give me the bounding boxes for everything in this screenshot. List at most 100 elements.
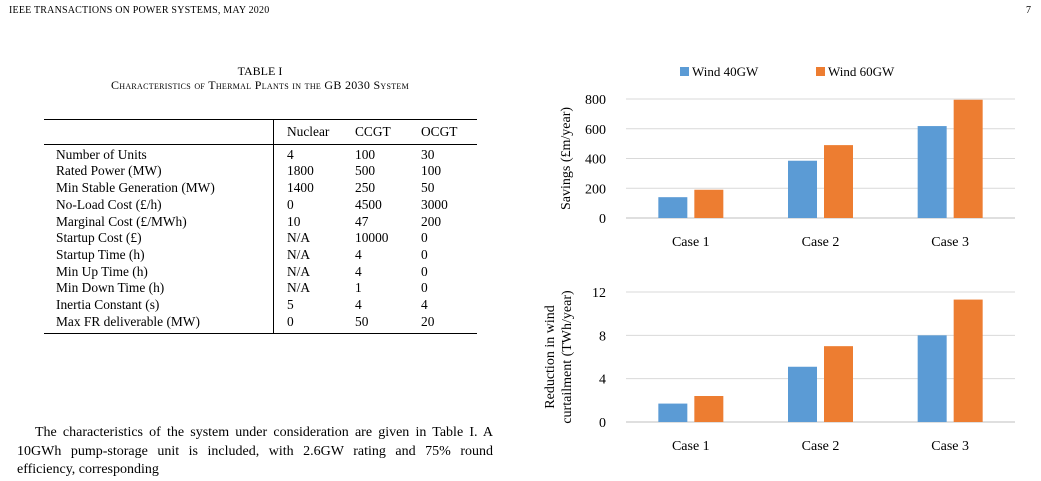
y-axis-label: curtailment (TWh/year) [560,290,575,424]
bar-charts-figure: 0 200 400 600 800 Case 1 Case 2 Case 3 Savings (… [543,64,1015,454]
y-tick-label: 12 [592,286,606,301]
row-label: Min Down Time (h) [56,280,165,296]
table-cell: 20 [421,313,477,335]
table-cell: 4 [421,297,428,313]
bar [824,145,853,218]
table-row: Min Down Time (h) N/A 1 0 [44,280,477,298]
bar [953,299,983,422]
table-cell: 0 [273,196,355,214]
legend-swatch [816,67,825,76]
row-label: Min Up Time (h) [56,263,148,279]
table-cell: 100 [421,163,442,179]
table-cell: 0 [273,313,355,335]
row-label: Marginal Cost (£/MWh) [56,213,187,229]
bar [694,189,724,218]
row-label: Number of Units [56,146,147,162]
row-label: Startup Cost (£) [56,230,142,246]
table-cell: 5 [273,297,355,314]
y-tick-label: 800 [585,93,606,108]
legend-swatch [680,67,689,76]
y-tick-label: 4 [599,373,606,388]
table-row: Marginal Cost (£/MWh) 10 47 200 [44,213,477,231]
table-cell: 10 [273,213,355,231]
y-tick-label: 0 [599,416,606,431]
table-cell: 4 [355,263,362,279]
legend-label: Wind 60GW [828,64,895,79]
table-cell: 250 [355,180,376,196]
y-axis-label: Savings (£m/year) [559,107,574,210]
table-row: Startup Time (h) N/A 4 0 [44,246,477,264]
table-cell: 4 [273,144,355,164]
table-row: Startup Cost (£) N/A 10000 0 [44,230,477,247]
table-cell: 50 [421,180,435,196]
bar [917,335,947,422]
category-label: Case 3 [931,235,969,250]
table-cell: 47 [355,213,369,229]
bar [953,99,983,218]
row-label: Startup Time (h) [56,246,145,262]
table-cell: 1800 [273,163,355,181]
category-label: Case 2 [802,439,840,454]
row-label: No-Load Cost (£/h) [56,196,162,212]
table-row: Inertia Constant (s) 5 4 4 [44,297,477,314]
table-cell: N/A [273,280,355,298]
table-number: TABLE I [237,64,283,78]
bar [694,396,724,422]
table-caption: Characteristics of Thermal Plants in the… [110,78,410,92]
column-header: OCGT [421,119,477,145]
table-cell: 0 [421,230,428,246]
table-row: Min Up Time (h) N/A 4 0 [44,263,477,281]
y-tick-label: 0 [599,212,606,227]
table-cell: 500 [355,163,376,179]
bar [788,366,817,422]
table-cell: 0 [421,263,428,279]
category-label: Case 1 [672,439,710,454]
table-cell: 100 [355,146,376,162]
bar [824,346,853,422]
table-cell: N/A [273,246,355,264]
table-body: Number of Units 4 100 30 Rated Power (MW) 180… [44,144,477,335]
table-cell: 200 [421,213,442,229]
table-cell: 30 [421,146,435,162]
table-row: Rated Power (MW) 1800 500 100 [44,163,477,181]
table-cell: 3000 [421,196,448,212]
bar [917,126,947,218]
table-header-row: Nuclear CCGT OCGT [44,119,477,145]
table-row: No-Load Cost (£/h) 0 4500 3000 [44,196,477,214]
y-tick-label: 8 [599,329,606,344]
table-row: Min Stable Generation (MW) 1400 250 50 [44,180,477,197]
row-label: Inertia Constant (s) [56,297,160,313]
table-cell: 50 [355,313,421,335]
table-cell: 4500 [355,196,382,212]
table-cell: 0 [421,280,428,296]
legend-label: Wind 40GW [692,64,759,79]
row-label: Min Stable Generation (MW) [56,180,215,196]
row-label: Rated Power (MW) [56,163,162,179]
y-tick-label: 400 [585,153,606,168]
table-cell: N/A [273,230,355,247]
table-cell: 1 [355,280,362,296]
page-number: 7 [1026,5,1031,16]
table-cell: 0 [421,246,428,262]
journal-header: IEEE TRANSACTIONS ON POWER SYSTEMS, MAY … [9,5,270,16]
table-cell: 10000 [355,230,389,246]
bar [658,197,688,218]
y-tick-label: 600 [585,123,606,138]
column-header [44,119,274,145]
y-axis-label: Reduction in wind [543,305,558,408]
table-row: Number of Units 4 100 30 [44,144,477,164]
y-tick-label: 200 [585,182,606,197]
category-label: Case 2 [802,235,840,250]
table-cell: 4 [355,246,362,262]
table-cell: 1400 [273,180,355,197]
column-header: Nuclear [273,119,355,145]
table-row: Max FR deliverable (MW) 0 50 20 [44,313,477,335]
column-header: CCGT [355,119,421,145]
body-paragraph: The characteristics of the system under … [17,425,493,478]
table-cell: 4 [355,297,362,313]
row-label: Max FR deliverable (MW) [44,313,274,335]
bar [788,160,817,218]
thermal-plants-table: Nuclear CCGT OCGT Number of Units 4 100 30 R… [44,119,477,335]
category-label: Case 3 [931,439,969,454]
bar [658,403,688,422]
